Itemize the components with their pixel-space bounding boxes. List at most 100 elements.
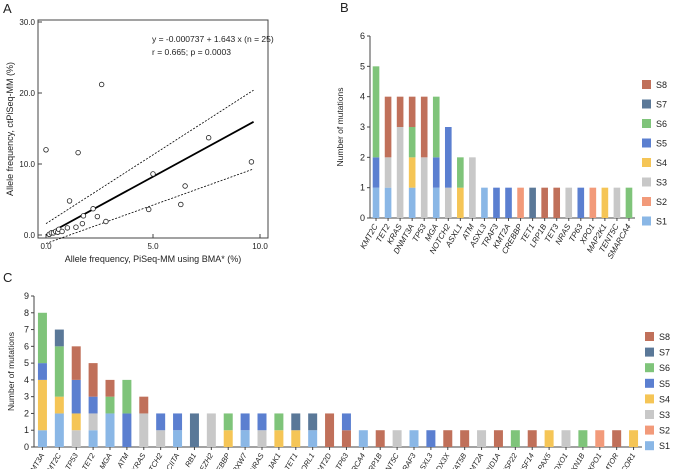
y-tick-label: 9: [24, 291, 29, 301]
bar-segment-s8: [375, 430, 385, 447]
bar-segment-s1: [358, 430, 368, 447]
bar-segment-s3: [613, 187, 621, 218]
y-tick-label: 2: [360, 152, 365, 162]
y-tick-label: 0: [360, 213, 365, 223]
y-axis-title: Number of mutations: [6, 332, 16, 411]
legend-label-s7: S7: [656, 100, 667, 110]
legend-label-s8: S8: [659, 332, 670, 342]
bar-segment-s8: [408, 96, 416, 127]
bar-segment-s6: [408, 127, 416, 158]
bar-segment-s5: [257, 413, 267, 431]
bar-segment-s3: [71, 430, 81, 447]
bar-segment-s2: [595, 430, 605, 447]
legend-label-s5: S5: [659, 379, 670, 389]
category-label: PAX5: [536, 451, 554, 469]
bar-segment-s1: [384, 187, 392, 218]
bar-segment-s6: [223, 413, 233, 431]
legend-swatch-s7: [645, 347, 654, 357]
legend-label-s1: S1: [659, 441, 670, 451]
panel-label-c: C: [3, 270, 12, 285]
bar-segment-s6: [625, 187, 633, 218]
category-label: KMT2D: [313, 451, 334, 469]
scatter-point: [75, 149, 81, 156]
bar-segment-s4: [457, 187, 464, 218]
category-label: LRP1B: [364, 452, 384, 469]
bar-segment-s1: [54, 413, 64, 447]
legend-label-s1: S1: [656, 217, 667, 227]
bar-segment-s1: [481, 187, 488, 218]
bar-segment-s3: [444, 187, 452, 218]
legend-label-s3: S3: [659, 410, 670, 420]
bar-segment-s5: [156, 413, 166, 431]
y-tick-label: 6: [360, 31, 365, 41]
bar-segment-s8: [493, 430, 503, 447]
legend-label-s2: S2: [656, 197, 667, 207]
scatter-point: [64, 225, 71, 231]
legend-swatch-s2: [642, 197, 651, 206]
ci-lower-line: [45, 168, 254, 244]
bar-segment-s4: [223, 430, 233, 447]
y-tick-label: 5: [24, 358, 29, 368]
bar-segment-s1: [408, 187, 416, 218]
bar-segment-s5: [122, 413, 132, 447]
legend-label-s5: S5: [656, 139, 667, 149]
bar-segment-s8: [105, 379, 115, 397]
panel-label-b: B: [340, 0, 349, 15]
category-label: RB1: [183, 452, 198, 469]
y-axis-title: Allele frequency, ctPiSeq-MM (%): [5, 62, 15, 196]
x-tick-label: 10.0: [252, 242, 268, 251]
y-tick-label: 2: [24, 408, 29, 418]
legend-swatch-s6: [645, 363, 654, 373]
y-axis-title: Number of mutations: [335, 88, 345, 167]
bar-segment-s8: [71, 346, 81, 380]
bar-segment-s8: [460, 430, 470, 447]
category-label: FOXO1: [549, 452, 570, 469]
scatter-point: [248, 159, 255, 165]
bar-segment-s5: [88, 396, 98, 414]
category-label: TET1: [283, 452, 300, 469]
bar-segment-s1: [37, 430, 47, 447]
bar-segment-s5: [432, 157, 440, 188]
category-label: STAT5B: [447, 452, 468, 469]
legend-swatch-s1: [642, 216, 651, 226]
legend-label-s2: S2: [659, 426, 670, 436]
legend-swatch-s8: [642, 80, 651, 89]
y-tick-label: 0: [24, 442, 29, 452]
legend-swatch-s3: [645, 410, 654, 419]
legend-swatch-s5: [642, 138, 651, 148]
bar-segment-s8: [325, 413, 335, 447]
y-tick-label: 3: [360, 122, 365, 132]
category-label: MGA: [97, 452, 113, 469]
bar-segment-s3: [206, 413, 216, 447]
bar-segment-s7: [529, 187, 536, 218]
bar-segment-s3: [88, 413, 98, 431]
bar-segment-s4: [291, 430, 301, 447]
regression-line: [45, 121, 255, 236]
bar-segment-s5: [341, 413, 351, 431]
category-label: TENT5C: [378, 451, 401, 469]
category-label: XPO1: [585, 452, 603, 469]
legend-swatch-s1: [645, 441, 654, 451]
bar-segment-s6: [510, 430, 520, 447]
bar-segment-s8: [541, 187, 548, 218]
scatter-point: [43, 147, 49, 153]
category-label: MTOR: [602, 451, 621, 469]
bar-segment-s3: [156, 430, 166, 447]
bar-panel-c: 0 1 2 3 4 5 6 7 8 9 Number of mutations DNMT3AKMT2C…: [6, 291, 670, 469]
correlation-stats: r = 0.665; p = 0.0003: [152, 47, 231, 57]
y-tick-label: 30.0: [19, 18, 35, 27]
bar-segment-s4: [54, 396, 64, 414]
legend-swatch-s3: [642, 177, 651, 187]
bar-segment-s6: [37, 312, 47, 364]
bar-segment-s4: [274, 430, 284, 447]
bar-segment-s2: [589, 187, 597, 218]
category-label: CIITA: [164, 452, 181, 469]
scatter-panel-a: 0.0 5.0 10.0 0.0 10.0 20.0 30.0 Allele frequenc…: [5, 18, 274, 264]
scatter-point: [79, 220, 86, 227]
category-label: ARID1A: [480, 452, 502, 469]
bar-segment-s8: [341, 430, 351, 447]
ci-upper-line: [45, 89, 254, 224]
bar-segment-s6: [578, 430, 588, 447]
scatter-point: [80, 213, 87, 219]
category-label: KMT2A: [465, 452, 485, 469]
